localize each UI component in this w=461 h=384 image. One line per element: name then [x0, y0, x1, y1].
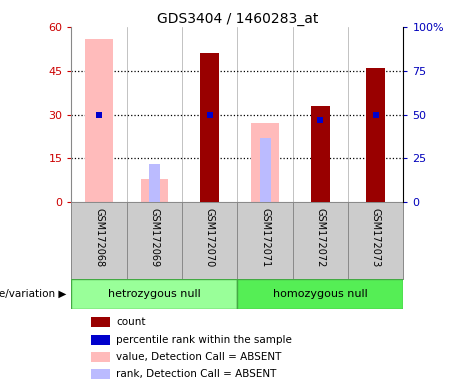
Bar — [149, 164, 160, 202]
Bar — [260, 138, 271, 202]
Bar — [141, 179, 168, 202]
Title: GDS3404 / 1460283_at: GDS3404 / 1460283_at — [157, 12, 318, 26]
Bar — [311, 106, 330, 202]
Text: GSM172071: GSM172071 — [260, 208, 270, 268]
Text: genotype/variation ▶: genotype/variation ▶ — [0, 289, 67, 299]
Bar — [91, 317, 110, 327]
Bar — [91, 369, 110, 379]
Text: GSM172070: GSM172070 — [205, 208, 215, 268]
Bar — [237, 279, 403, 309]
Text: GSM172069: GSM172069 — [149, 208, 160, 267]
Text: percentile rank within the sample: percentile rank within the sample — [116, 334, 292, 344]
Bar — [200, 53, 219, 202]
Bar — [366, 68, 385, 202]
Text: rank, Detection Call = ABSENT: rank, Detection Call = ABSENT — [116, 369, 277, 379]
Bar — [71, 279, 237, 309]
Bar — [85, 38, 113, 202]
Text: GSM172073: GSM172073 — [371, 208, 381, 268]
Text: GSM172072: GSM172072 — [315, 208, 325, 268]
Text: hetrozygous null: hetrozygous null — [108, 289, 201, 299]
Text: GSM172068: GSM172068 — [94, 208, 104, 267]
Bar — [251, 123, 279, 202]
Text: count: count — [116, 317, 146, 327]
Text: value, Detection Call = ABSENT: value, Detection Call = ABSENT — [116, 352, 282, 362]
Bar — [91, 334, 110, 344]
Text: homozygous null: homozygous null — [273, 289, 368, 299]
Bar — [91, 352, 110, 362]
